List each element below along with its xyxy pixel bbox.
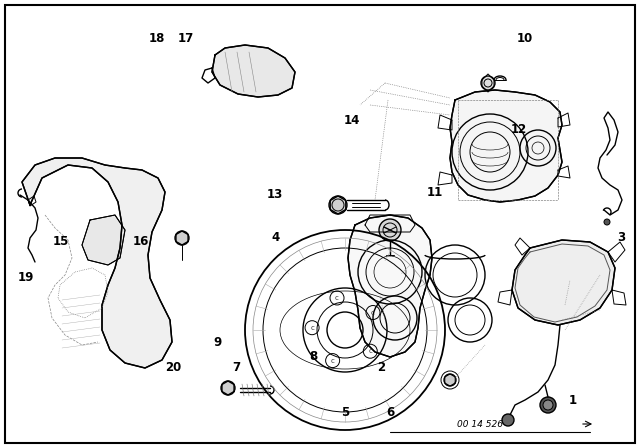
Text: 18: 18 [148,31,165,45]
Text: 1: 1 [569,394,577,408]
Circle shape [175,231,189,245]
Text: c: c [371,310,375,315]
Text: 19: 19 [17,271,34,284]
Text: 12: 12 [510,123,527,137]
Circle shape [540,397,556,413]
Text: 15: 15 [52,235,69,249]
Circle shape [481,76,495,90]
Text: 14: 14 [344,114,360,128]
Text: 16: 16 [132,235,149,249]
Text: 8: 8 [310,349,317,363]
Circle shape [221,381,235,395]
Text: 20: 20 [164,361,181,374]
Text: 7: 7 [233,361,241,374]
Circle shape [604,219,610,225]
Text: c: c [331,358,335,364]
Polygon shape [212,45,295,97]
Circle shape [329,196,347,214]
Circle shape [543,400,553,410]
Polygon shape [450,90,562,202]
Text: c: c [369,348,372,354]
Text: 17: 17 [177,31,194,45]
Text: c: c [310,325,314,331]
Text: 9: 9 [214,336,221,349]
Text: 2: 2 [377,361,385,374]
Polygon shape [512,240,615,325]
Text: 11: 11 [427,186,444,199]
Text: 4: 4 [271,231,279,244]
Circle shape [444,374,456,386]
Text: 3: 3 [617,231,625,244]
Polygon shape [22,158,172,368]
Text: 6: 6 [387,405,394,419]
Text: 00 14 526: 00 14 526 [457,419,503,428]
Polygon shape [348,215,432,357]
Text: 10: 10 [516,31,533,45]
Circle shape [379,219,401,241]
Text: 13: 13 [267,188,284,202]
Text: c: c [335,295,339,301]
Polygon shape [82,215,125,265]
Circle shape [502,414,514,426]
Text: 5: 5 [342,405,349,419]
